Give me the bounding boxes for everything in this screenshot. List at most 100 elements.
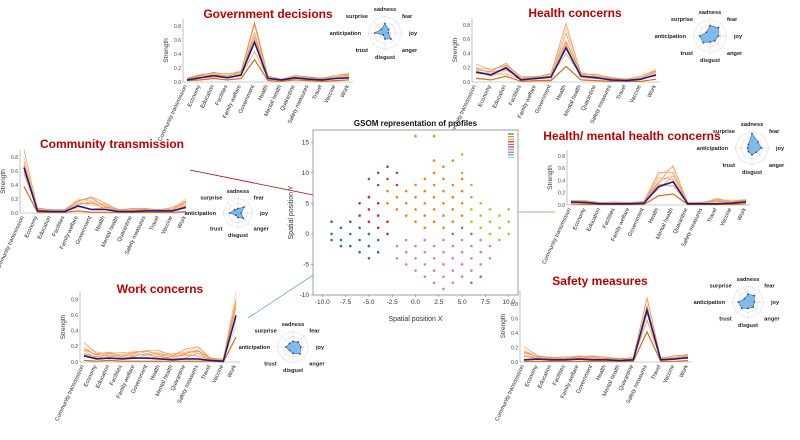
radar-point [387, 32, 390, 34]
scatter-point [470, 244, 473, 248]
category-label: Travel [707, 207, 719, 223]
y-tick-label: 0.0 [463, 80, 470, 86]
profile-line [186, 21, 350, 80]
scatter-point [423, 238, 427, 242]
scatter-point [423, 250, 427, 254]
scatter-point [451, 244, 455, 248]
emotion-label: surprise [710, 284, 732, 290]
y-axis-label: Strength [452, 37, 459, 62]
radar-government: sadness fear joy anger disgust trust anticipat… [330, 7, 418, 61]
scatter-point [498, 238, 501, 242]
emotion-label: sadness [227, 189, 249, 195]
scatter-point [404, 250, 408, 254]
category-label: Economy [478, 84, 493, 108]
panel-government: Government decisions 0.0 0.2 0.4 0.6 0.8 Stren… [157, 7, 353, 142]
scatter-point [349, 244, 352, 248]
scatter-point [376, 238, 380, 242]
y-tick-label: 5 [305, 201, 309, 208]
y-tick-label: 0.8 [11, 155, 18, 161]
mean-line [83, 315, 237, 363]
scatter-point [358, 202, 361, 205]
scatter-point [470, 195, 473, 199]
scatter-point [432, 281, 436, 285]
category-label: Travel [616, 84, 628, 100]
radar-safety: sadness fear joy anger disgust trust anticipat… [694, 277, 781, 329]
y-tick-label: 0.6 [71, 313, 78, 319]
scatter-point [479, 226, 483, 230]
profile-line [23, 164, 187, 212]
category-label: Facilities [552, 364, 567, 386]
y-tick-label: 0.8 [463, 23, 470, 29]
scatter-point [376, 202, 380, 205]
profile-line [475, 40, 657, 80]
x-axis-label: Spatial position X [388, 316, 442, 323]
scatter-point [442, 202, 445, 205]
y-tick-label: 0.2 [71, 344, 78, 350]
scatter-point [376, 250, 380, 254]
emotion-label: anticipation [694, 300, 726, 306]
scatter-point [423, 189, 427, 193]
cluster-health-mental-health-concerns [460, 153, 511, 242]
scatter-point [432, 134, 436, 138]
scatter-point [479, 202, 483, 205]
scatter-point [451, 183, 455, 187]
scatter-point [358, 214, 361, 217]
scatter-point [460, 153, 464, 156]
gsom-title: GSOM representation of profiles [354, 119, 478, 128]
category-label: Facilities [508, 84, 523, 106]
scatter-point [479, 263, 483, 266]
scatter-point [367, 220, 371, 223]
scatter-point [470, 269, 473, 272]
scatter-point [479, 214, 483, 217]
profile-line [23, 157, 187, 211]
radar-area [737, 293, 755, 309]
emotion-label: anger [402, 48, 418, 54]
scatter-point [376, 226, 380, 230]
mean-line [523, 307, 689, 362]
radar-point [753, 301, 756, 303]
emotion-label: anticipation [697, 146, 729, 152]
category-label: Vaccine [211, 364, 225, 384]
scatter-point [395, 195, 399, 199]
scatter-point [376, 171, 380, 175]
radar-community: sadness fear joy anger disgust trust anticipat… [185, 189, 270, 239]
y-tick-label: -10 [300, 292, 310, 299]
radar-point [709, 41, 711, 43]
scatter-point [414, 269, 417, 272]
category-label: Vaccine [161, 215, 175, 235]
y-tick-label: 0.6 [558, 166, 565, 172]
emotion-label: trust [719, 316, 732, 322]
scatter-point [386, 165, 389, 168]
scatter-point [432, 220, 436, 223]
radar-point [237, 207, 239, 210]
scatter-point [367, 244, 371, 248]
emotion-label: disgust [375, 55, 395, 61]
emotion-label: disgust [228, 233, 248, 239]
scatter-point [442, 165, 445, 168]
radar-point [384, 22, 386, 25]
category-label: Vaccine [324, 84, 338, 104]
radar-point [743, 297, 746, 300]
panel-health: Health concerns0.00.20.40.60.8StrengthCo… [446, 6, 660, 142]
scatter-point [423, 275, 427, 279]
scatter-point [404, 238, 408, 242]
scatter-point [432, 171, 436, 175]
category-label: Health [596, 364, 608, 381]
profile-line [523, 312, 689, 361]
emotion-label: joy [733, 34, 743, 40]
panel-title-safety: Safety measures [552, 274, 648, 288]
radar-point [284, 346, 287, 348]
profile-line [523, 306, 689, 360]
emotion-label: trust [356, 48, 369, 54]
category-label: Facilities [52, 215, 67, 237]
emotion-label: sadness [741, 122, 763, 128]
radar-area [699, 25, 719, 43]
scatter-point [386, 202, 389, 205]
gsom-legend [508, 133, 514, 158]
plot-frame [312, 129, 519, 296]
emotion-label: surprise [671, 17, 693, 23]
scatter-point [404, 189, 408, 193]
panel-title-community: Community transmission [40, 137, 184, 151]
emotion-label: anticipation [239, 345, 271, 351]
